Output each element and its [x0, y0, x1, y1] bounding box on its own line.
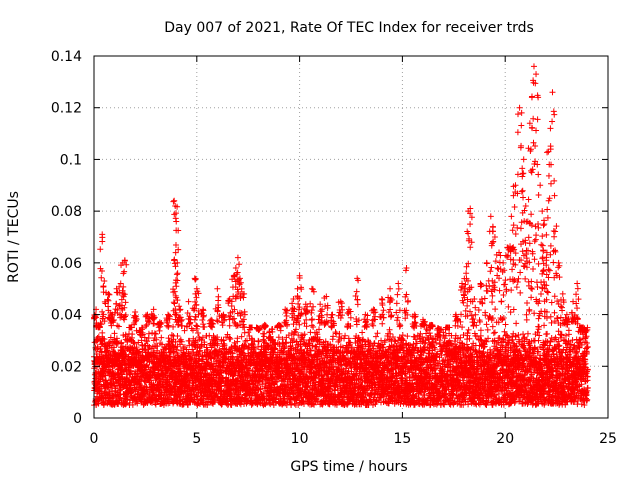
data-point	[151, 330, 158, 337]
data-point	[241, 329, 248, 336]
data-point	[195, 329, 202, 336]
data-point	[154, 343, 161, 350]
data-point	[186, 337, 193, 344]
data-point	[135, 339, 142, 346]
data-point	[114, 337, 121, 344]
data-point	[129, 331, 136, 338]
data-point	[189, 327, 196, 334]
data-point	[138, 337, 145, 344]
data-point	[217, 348, 224, 355]
data-point	[195, 351, 202, 358]
data-point	[255, 337, 262, 344]
data-point	[183, 346, 190, 353]
data-point	[372, 333, 379, 340]
data-point	[195, 400, 202, 407]
data-point	[93, 350, 100, 357]
chart-title: Day 007 of 2021, Rate Of TEC Index for r…	[164, 20, 534, 36]
data-point	[374, 330, 381, 337]
data-point	[176, 364, 183, 371]
data-point	[204, 346, 211, 353]
data-point	[177, 369, 184, 376]
data-point	[101, 372, 108, 379]
data-point	[151, 349, 158, 356]
data-point	[197, 347, 204, 354]
data-point	[153, 336, 160, 343]
data-point	[113, 341, 120, 348]
data-point	[192, 337, 199, 344]
data-point	[95, 333, 102, 340]
data-point	[122, 331, 129, 338]
data-point	[198, 343, 205, 350]
data-point	[96, 387, 103, 394]
data-point	[261, 330, 268, 337]
data-point	[208, 382, 215, 389]
data-point	[106, 388, 113, 395]
data-point	[134, 400, 141, 407]
data-point	[187, 395, 194, 402]
data-point	[214, 393, 221, 400]
data-point	[210, 355, 217, 362]
data-point	[158, 334, 165, 341]
data-point	[170, 343, 177, 350]
data-point	[97, 345, 104, 352]
data-point	[199, 334, 206, 341]
data-point	[194, 341, 201, 348]
data-point	[214, 334, 221, 341]
data-point	[144, 338, 151, 345]
data-point	[165, 335, 172, 342]
data-points	[91, 63, 591, 409]
data-point	[111, 372, 118, 379]
data-point	[214, 340, 221, 347]
data-point	[181, 327, 188, 334]
data-point	[124, 374, 131, 381]
data-point	[155, 366, 162, 373]
data-point	[404, 333, 411, 340]
data-point	[170, 349, 177, 356]
data-point	[127, 382, 134, 389]
data-point	[189, 346, 196, 353]
data-point	[106, 338, 113, 345]
data-point	[109, 383, 116, 390]
data-point	[201, 339, 208, 346]
data-point	[107, 334, 114, 341]
data-point	[174, 333, 181, 340]
data-point	[92, 375, 99, 382]
data-point	[131, 340, 138, 347]
data-point	[386, 326, 393, 333]
data-point	[99, 329, 106, 336]
data-point	[128, 389, 135, 396]
data-point	[122, 401, 129, 408]
data-point	[95, 386, 102, 393]
data-point	[168, 331, 175, 338]
data-point	[152, 330, 159, 337]
data-point	[111, 330, 118, 337]
data-point	[117, 384, 124, 391]
data-point	[145, 330, 152, 337]
data-point	[172, 339, 179, 346]
data-point	[124, 396, 131, 403]
data-point	[190, 398, 197, 405]
data-point	[119, 343, 126, 350]
data-point	[123, 400, 130, 407]
data-point	[187, 350, 194, 357]
data-point	[118, 339, 125, 346]
data-point	[178, 338, 185, 345]
data-point	[156, 327, 163, 334]
data-point	[359, 329, 366, 336]
data-point	[100, 401, 107, 408]
data-point	[127, 367, 134, 374]
data-point	[129, 401, 136, 408]
data-point	[111, 344, 118, 351]
